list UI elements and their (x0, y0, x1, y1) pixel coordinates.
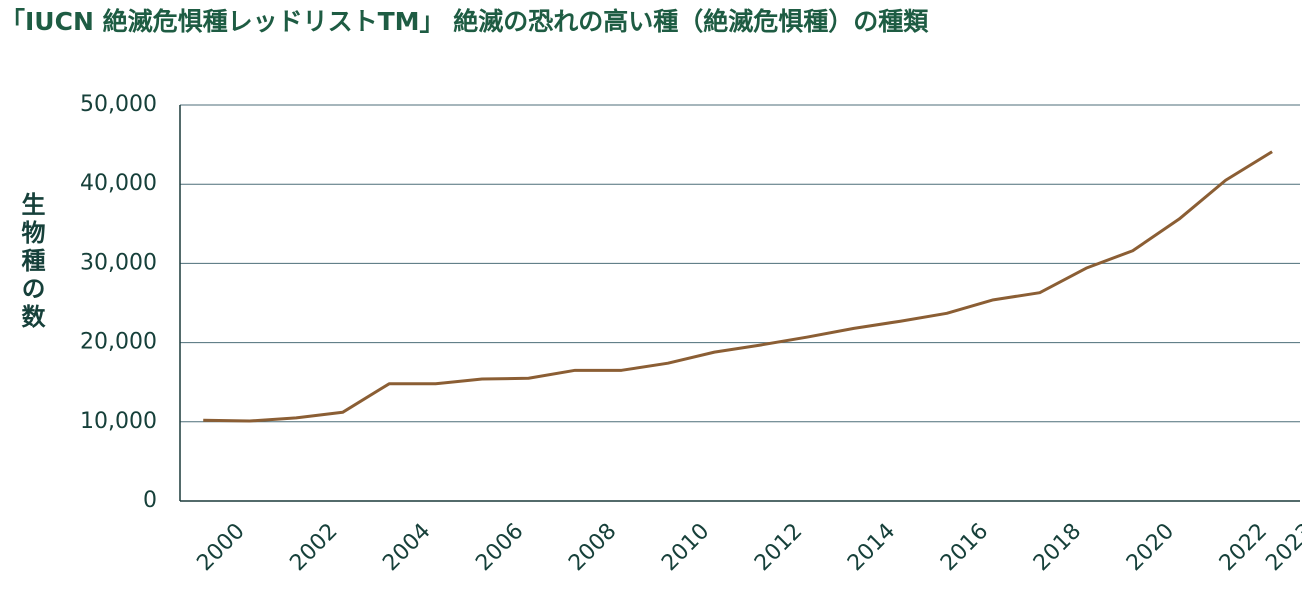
x-tick-label: 2016 (936, 519, 993, 576)
data-line (203, 150, 1273, 423)
chart-title: 「IUCN 絶滅危惧種レッドリストTM」 絶滅の恐れの高い種（絶滅危惧種）の種類 (0, 7, 929, 36)
y-tick-label: 20,000 (80, 330, 157, 355)
x-tick-label: 2002 (285, 519, 342, 576)
x-tick-label: 2018 (1029, 519, 1086, 576)
x-tick-label: 2014 (843, 519, 900, 576)
x-tick-label: 2008 (564, 519, 621, 576)
x-tick-label: 2004 (378, 519, 435, 576)
x-tick-label: 2022 (1215, 519, 1272, 576)
y-tick-label: 0 (143, 488, 157, 513)
y-tick-label: 40,000 (80, 171, 157, 196)
y-axis-label: 生物種の数 (17, 192, 45, 332)
y-tick-label: 30,000 (80, 250, 157, 275)
y-tick-label: 50,000 (80, 92, 157, 117)
x-tick-label: 2000 (192, 519, 249, 576)
x-tick-label: 2023 (1261, 519, 1302, 576)
x-tick-label: 2012 (750, 519, 807, 576)
x-tick-label: 2020 (1122, 519, 1179, 576)
x-tick-label: 2010 (657, 519, 714, 576)
y-tick-label: 10,000 (80, 409, 157, 434)
x-tick-label: 2006 (471, 519, 528, 576)
